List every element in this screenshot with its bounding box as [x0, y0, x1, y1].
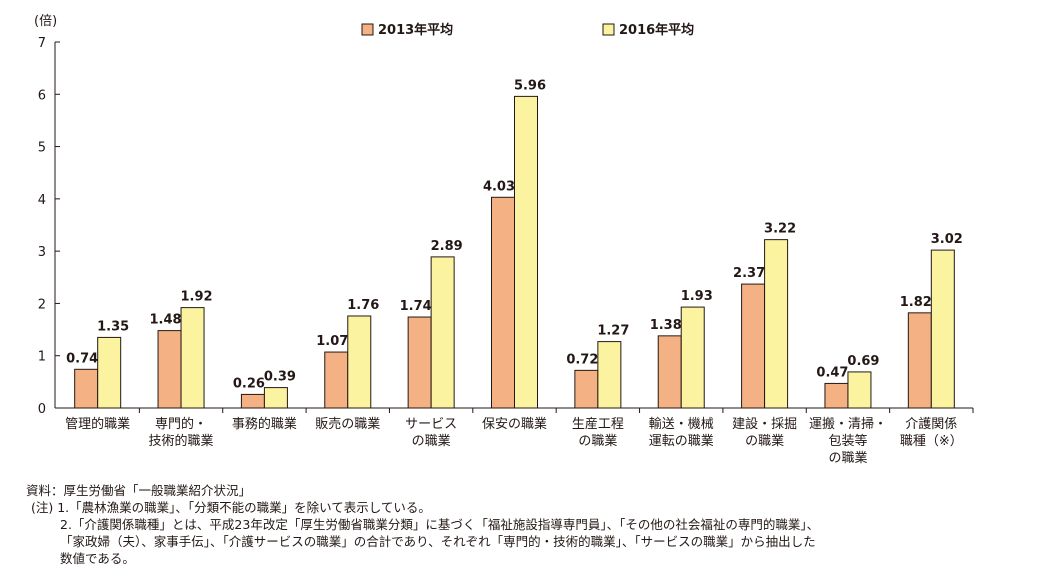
data-label-2013: 1.48	[150, 313, 182, 328]
x-category-label: 運転の職業	[649, 433, 714, 449]
bar-2016	[347, 315, 372, 409]
legend-swatch-2013	[361, 23, 374, 36]
x-category-label: 包装等	[828, 433, 867, 449]
x-category-label: 生産工程	[572, 416, 624, 432]
bar-chart: (倍) 0 1 2 3 4 5 6 7 0.74 1.35 管理的職業 1.48 1.92 専門的・技術的職…	[34, 14, 974, 466]
y-tick-label: 2	[38, 297, 46, 312]
data-label-2016: 0.69	[847, 354, 879, 369]
x-category-label: 保安の職業	[482, 416, 547, 432]
legend-label-2016: 2016年平均	[619, 22, 694, 38]
bar-2016	[680, 306, 705, 409]
bar-2016	[930, 249, 955, 409]
chart-notes: 資料：厚生労働省「一般職業紹介状況」 (注) 1.「農林漁業の職業」、「分類不能…	[26, 482, 819, 567]
y-tick-label: 5	[38, 141, 46, 156]
footnote-2c: 数値である。	[60, 551, 135, 566]
data-label-2016: 5.96	[514, 78, 546, 93]
data-label-2013: 0.74	[66, 351, 98, 366]
data-label-2016: 3.02	[931, 232, 963, 247]
data-label-2013: 2.37	[733, 266, 765, 281]
bar-2013	[741, 283, 766, 409]
y-tick-label: 0	[38, 402, 46, 417]
data-label-2013: 0.72	[566, 352, 598, 367]
footnote-2a: 2.「介護関係職種」とは、平成23年改定「厚生労働省職業分類」に基づく「福祉施設…	[60, 517, 820, 532]
x-category-label: 輸送・機械	[649, 417, 714, 432]
x-category-label: 職種（※）	[900, 433, 963, 449]
x-category-label: 技術的職業	[149, 433, 214, 449]
y-tick-label: 6	[38, 88, 46, 103]
bar-2016	[263, 387, 288, 409]
data-label-2013: 1.07	[316, 334, 348, 349]
bar-2016	[430, 256, 455, 409]
bar-2013	[157, 330, 182, 409]
data-label-2016: 3.22	[764, 222, 796, 237]
data-label-2016: 1.35	[97, 319, 129, 334]
bar-2013	[907, 312, 932, 409]
bar-2013	[74, 368, 99, 409]
x-category-label: の職業	[745, 433, 784, 449]
y-tick-label: 4	[38, 193, 46, 208]
bar-2013	[407, 316, 432, 409]
x-category-label: 専門的・	[155, 416, 207, 432]
bar-2016	[764, 239, 789, 409]
bar-2013	[491, 196, 515, 409]
y-tick-label: 1	[38, 350, 46, 365]
bar-2016	[847, 371, 872, 409]
x-category-label: 管理的職業	[65, 416, 130, 432]
x-category-label: 建設・採掘	[732, 416, 797, 432]
data-label-2016: 1.27	[597, 324, 629, 339]
x-category-label: サービス	[405, 417, 457, 432]
source-note: 資料：厚生労働省「一般職業紹介状況」	[26, 483, 252, 498]
data-label-2016: 1.92	[181, 290, 213, 305]
x-category-label: 事務的職業	[232, 416, 297, 432]
data-label-2013: 0.26	[233, 376, 265, 391]
data-label-2016: 1.76	[347, 298, 379, 313]
data-label-2013: 1.74	[400, 299, 432, 314]
legend-swatch-2016	[602, 23, 615, 36]
x-category-label: 介護関係	[905, 416, 957, 432]
bar-2016	[180, 307, 205, 409]
bar-2016	[514, 95, 538, 409]
x-category-label: の職業	[412, 433, 451, 449]
bar-2013	[240, 393, 265, 409]
data-label-2013: 1.38	[650, 318, 682, 333]
data-label-2016: 1.93	[681, 289, 713, 304]
y-tick-label: 3	[38, 245, 46, 260]
legend-label-2013: 2013年平均	[378, 22, 453, 38]
bar-2013	[824, 382, 849, 409]
x-category-label: の職業	[578, 433, 617, 449]
y-axis-unit-label: (倍)	[34, 14, 57, 29]
footnote-2b: 「家政婦（夫）、家事手伝」、「介護サービスの職業」の合計であり、それぞれ「専門的…	[60, 534, 816, 549]
y-tick-label: 7	[38, 36, 46, 51]
bar-2013	[574, 369, 599, 409]
data-label-2016: 2.89	[431, 239, 463, 254]
bar-2013	[324, 351, 349, 409]
bar-2013	[657, 335, 682, 409]
footnote-1: (注) 1.「農林漁業の職業」、「分類不能の職業」を除いて表示している。	[31, 500, 431, 515]
data-label-2013: 1.82	[900, 295, 932, 310]
bar-2016	[597, 341, 622, 409]
x-category-label: 運搬・清掃・	[809, 416, 887, 432]
data-label-2016: 0.39	[264, 370, 296, 385]
data-label-2013: 0.47	[816, 365, 848, 380]
x-category-label: の職業	[828, 450, 867, 466]
bar-2016	[97, 336, 122, 409]
x-category-label: 販売の職業	[315, 416, 380, 432]
data-label-2013: 4.03	[483, 179, 515, 194]
